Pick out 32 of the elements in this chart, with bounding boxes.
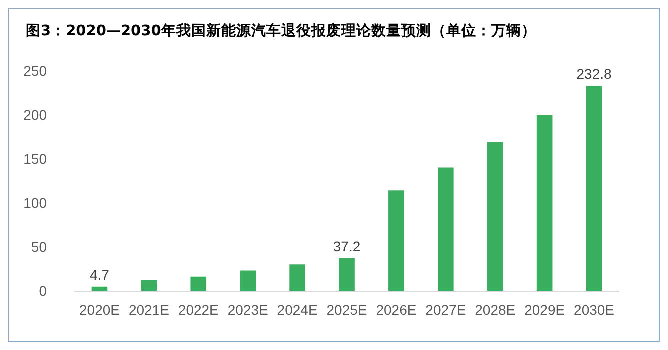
bar	[190, 276, 207, 291]
x-tick-label: 2026E	[376, 302, 417, 318]
chart-title: 图3：2020—2030年我国新能源汽车退役报废理论数量预测（单位：万辆）	[26, 22, 536, 40]
y-tick-label: 0	[39, 283, 48, 299]
x-tick-label: 2020E	[79, 302, 120, 318]
y-tick-label: 250	[24, 63, 48, 79]
bar	[92, 286, 108, 291]
data-label: 232.8	[576, 66, 612, 82]
data-label: 37.2	[333, 238, 361, 254]
y-tick-label: 200	[24, 107, 48, 123]
bar	[438, 168, 454, 291]
y-tick-label: 50	[31, 239, 48, 255]
data-label: 4.7	[90, 266, 110, 283]
bar	[339, 258, 355, 291]
bar	[586, 86, 602, 291]
x-tick-label: 2023E	[228, 302, 268, 318]
x-tick-label: 2024E	[277, 302, 318, 318]
bar	[240, 270, 256, 291]
x-tick-label: 2022E	[178, 302, 219, 318]
bar	[290, 264, 306, 291]
y-tick-label: 100	[24, 195, 48, 211]
bar	[487, 142, 504, 291]
bar	[141, 280, 158, 291]
x-tick-label: 2027E	[426, 302, 466, 318]
x-tick-label: 2028E	[475, 302, 516, 318]
bar	[388, 190, 404, 291]
x-tick-label: 2030E	[574, 302, 615, 318]
x-tick-label: 2025E	[326, 302, 368, 318]
y-tick-label: 150	[24, 151, 48, 167]
x-tick-label: 2021E	[128, 302, 170, 318]
x-tick-label: 2029E	[524, 302, 566, 318]
bar	[536, 115, 553, 291]
